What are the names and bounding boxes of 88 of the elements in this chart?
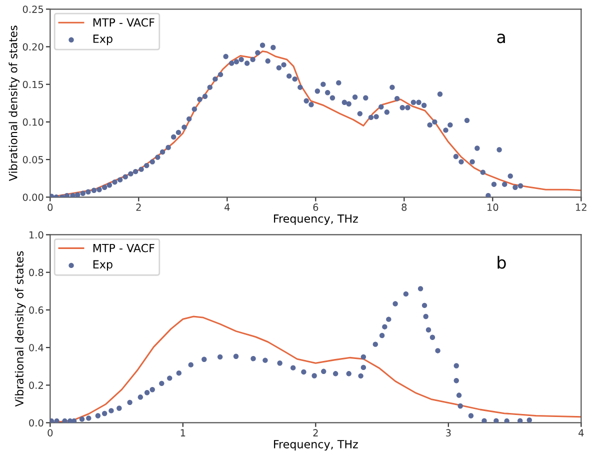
x-axis-title: Frequency, THz <box>274 214 358 225</box>
point <box>526 417 532 423</box>
point <box>202 356 207 362</box>
point <box>454 378 459 384</box>
point <box>86 416 92 421</box>
point <box>312 373 317 378</box>
legend-label: MTP - VACF <box>93 244 154 252</box>
point <box>456 392 462 398</box>
point <box>423 314 428 320</box>
y-tick-label: 0.8 <box>29 268 44 276</box>
point <box>233 354 239 359</box>
point <box>79 416 85 422</box>
point <box>430 334 436 340</box>
point <box>426 327 432 332</box>
y-tick-label: 0.6 <box>29 306 44 314</box>
legend-label: MTP - VACF <box>93 18 154 27</box>
point <box>454 363 459 368</box>
point <box>346 371 352 376</box>
x-tick-label: 3 <box>446 429 451 436</box>
point <box>290 365 296 370</box>
point <box>277 360 282 366</box>
point <box>262 358 268 363</box>
point <box>332 371 338 376</box>
x-tick-label: 8 <box>402 204 407 211</box>
y-tick-label: 0.25 <box>22 6 44 13</box>
point <box>360 364 366 370</box>
point <box>127 400 132 406</box>
y-tick-label: 0.10 <box>22 118 44 126</box>
x-tick-label: 10 <box>488 204 498 211</box>
point <box>167 376 172 381</box>
point <box>482 418 487 423</box>
legend-label: Exp <box>93 260 112 271</box>
y-axis-title: Vibrational density of states <box>14 251 26 407</box>
x-tick-label: 0 <box>48 204 53 211</box>
y-tick-label: 0.2 <box>29 382 43 389</box>
point <box>435 348 440 354</box>
point <box>517 418 523 423</box>
y-axis-title: Vibrational density of states <box>8 26 20 182</box>
point <box>403 291 409 297</box>
x-tick-label: 4 <box>578 429 584 436</box>
y-tick-label: 1.0 <box>30 231 44 239</box>
point <box>372 342 378 347</box>
y-tick-label: 0.4 <box>29 344 44 352</box>
point <box>360 354 366 360</box>
point <box>62 418 68 423</box>
legend-label: Exp <box>93 34 112 46</box>
x-tick-label: 4 <box>224 204 230 211</box>
x-tick-label: 0 <box>48 429 53 436</box>
point <box>102 410 108 416</box>
point <box>138 394 144 400</box>
y-tick-label: 0.0 <box>29 419 44 427</box>
point <box>188 362 194 368</box>
point <box>392 301 398 306</box>
x-tick-label: 2 <box>136 204 141 211</box>
x-tick-label: 2 <box>313 429 318 436</box>
point <box>108 408 114 414</box>
y-tick-label: 0.15 <box>22 80 44 88</box>
y-tick-label: 0.00 <box>22 194 44 201</box>
point <box>50 418 54 423</box>
y-tick-label: 0.05 <box>22 156 44 164</box>
x-tick-label: 6 <box>313 204 318 211</box>
point <box>379 332 385 338</box>
x-tick-label: 12 <box>576 204 586 211</box>
point <box>358 373 364 379</box>
point <box>321 368 326 374</box>
point <box>301 369 306 375</box>
point <box>150 387 155 392</box>
point <box>250 356 256 362</box>
point <box>418 286 424 292</box>
y-tick-label: 0.20 <box>22 43 44 51</box>
x-tick-label: 1 <box>180 429 186 436</box>
x-axis-title: Frequency, THz <box>274 440 358 451</box>
point <box>468 413 474 418</box>
point <box>458 403 463 409</box>
point <box>54 418 60 423</box>
point <box>422 302 428 308</box>
point <box>176 370 182 376</box>
point <box>159 380 164 386</box>
point <box>504 418 510 423</box>
point <box>217 354 223 360</box>
point <box>144 390 150 396</box>
point <box>382 324 388 330</box>
point <box>95 413 101 418</box>
point <box>386 316 392 322</box>
annotation: a <box>497 34 505 44</box>
annotation: b <box>498 256 506 269</box>
point <box>116 406 122 411</box>
point <box>494 418 499 423</box>
